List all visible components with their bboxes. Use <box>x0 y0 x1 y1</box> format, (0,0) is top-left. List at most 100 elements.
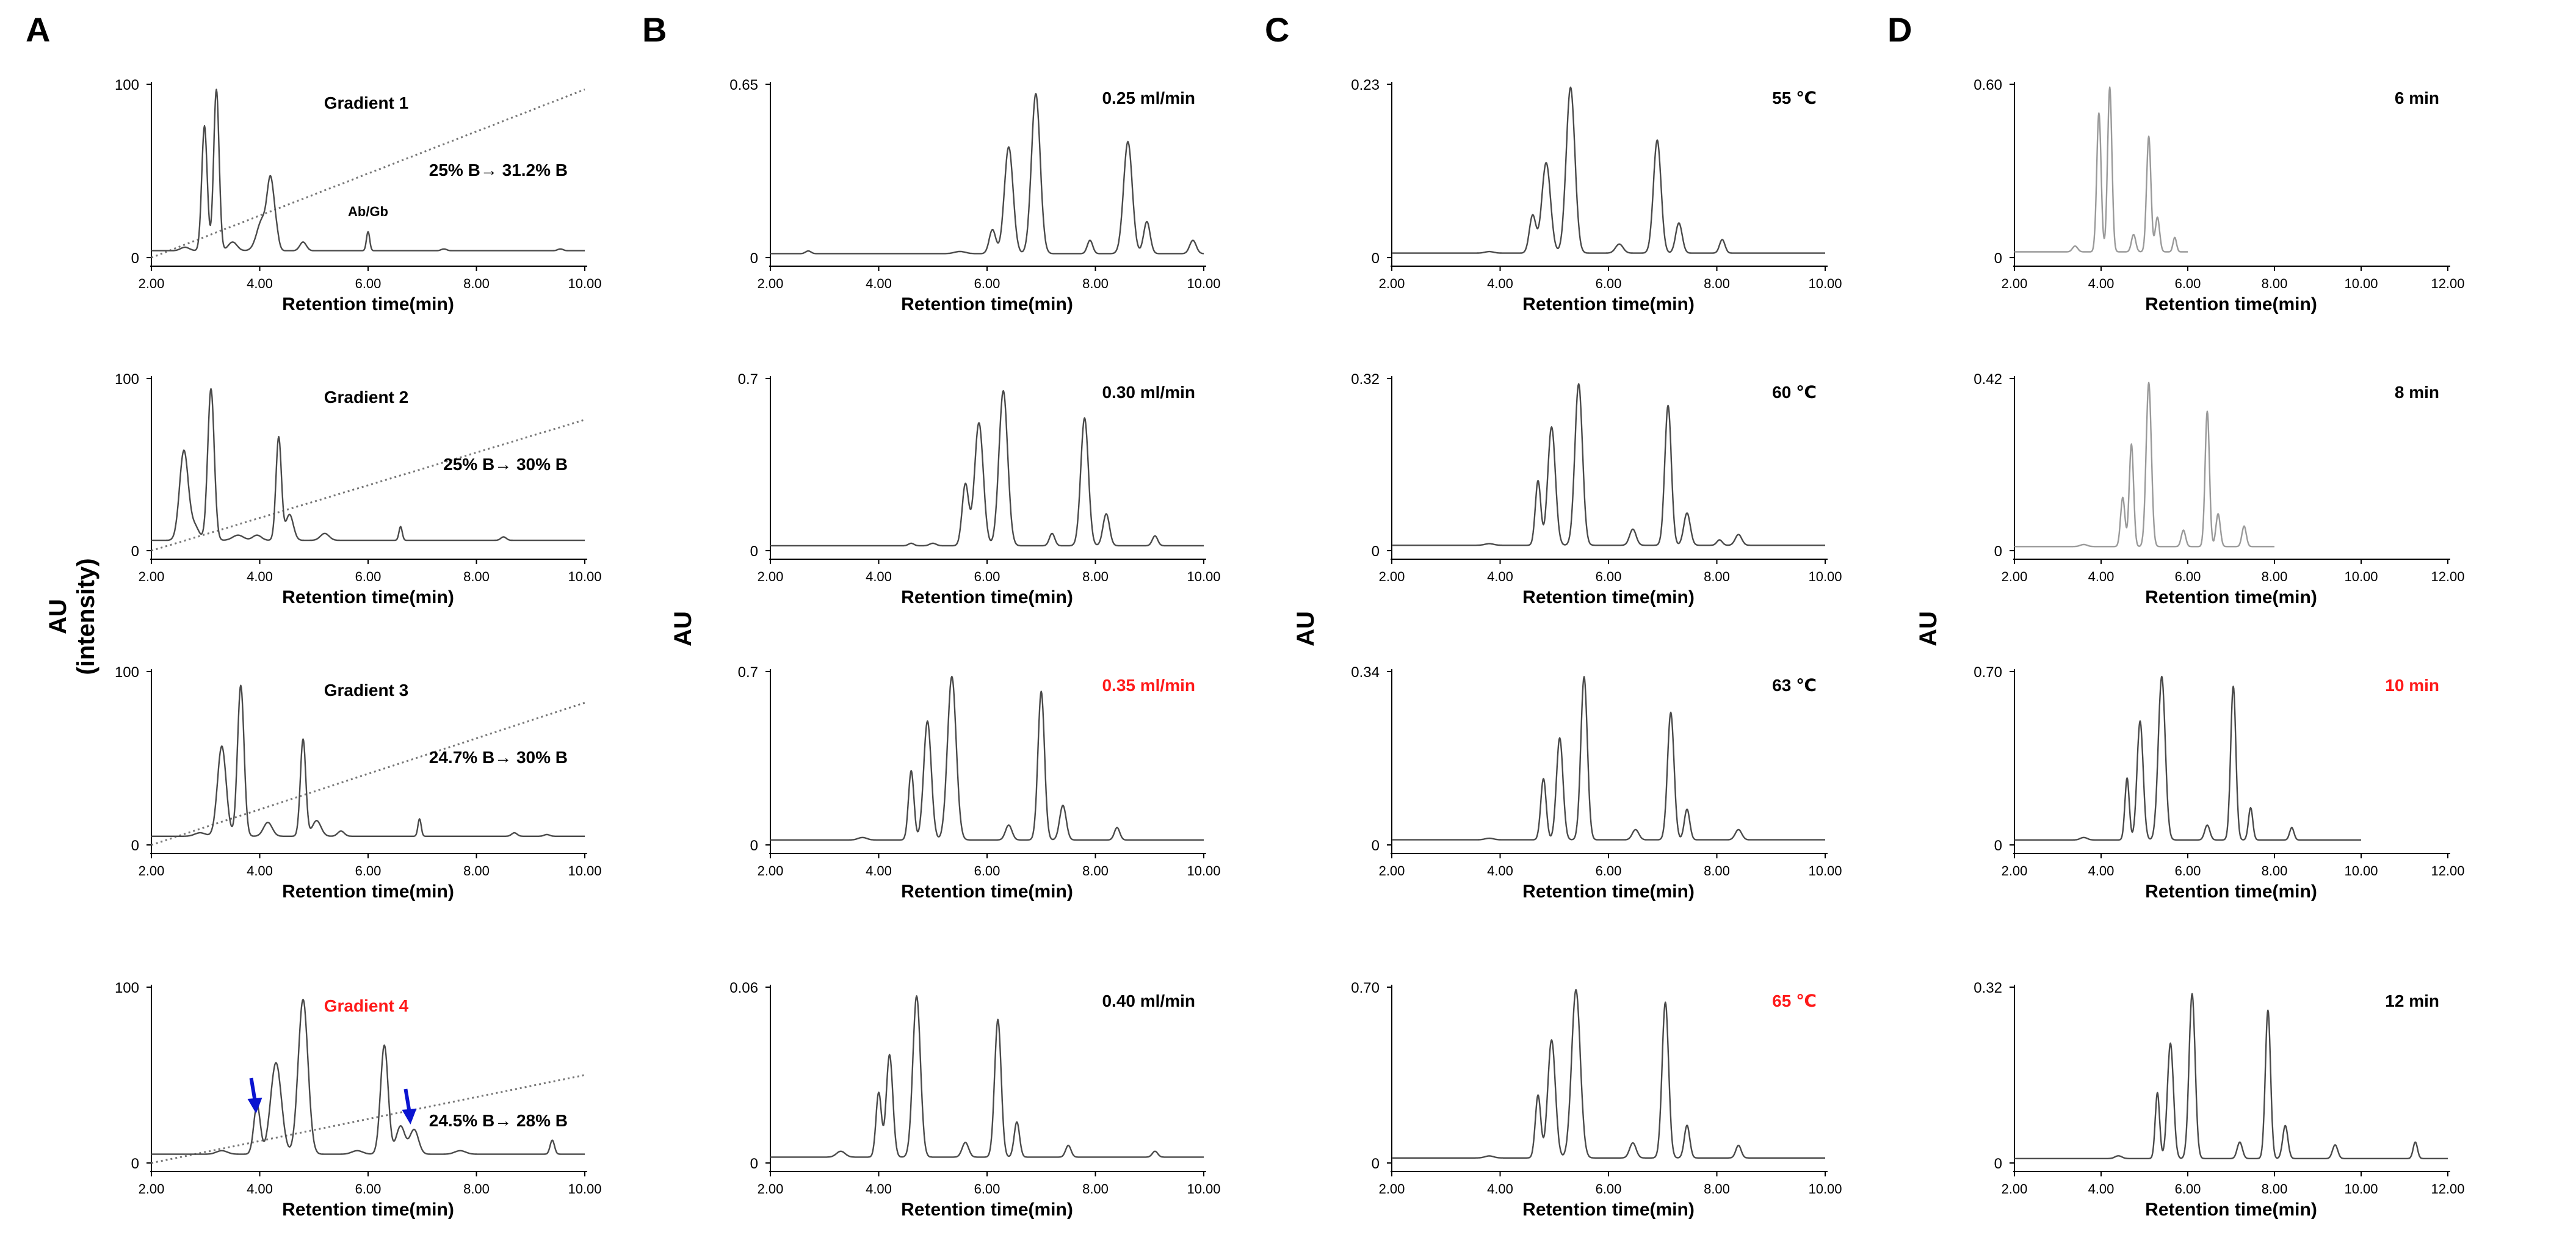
y-tick-label: 0 <box>1372 543 1380 560</box>
condition-label: 0.30 ml/min <box>1102 383 1195 402</box>
x-tick-label: 2.00 <box>139 276 165 291</box>
y-tick-label: 0 <box>1994 1156 2002 1172</box>
y-tick-label: 0.70 <box>1974 664 2002 681</box>
x-axis-title: Retention time(min) <box>282 882 454 902</box>
x-tick-label: 10.00 <box>1808 863 1842 878</box>
chart-c-2: 0 0.32 2.00 4.00 6.00 8.00 10.00 Retention time… <box>1351 371 1842 607</box>
condition-label: 60 ℃ <box>1772 383 1817 402</box>
x-axis-title: Retention time(min) <box>282 587 454 607</box>
x-tick-label: 2.00 <box>2002 1181 2028 1197</box>
y-axis-label-d: AU <box>1915 611 1942 647</box>
x-tick-label: 4.00 <box>1487 1181 1513 1197</box>
y-tick-label: 0 <box>750 1156 758 1172</box>
condition-label: 55 ℃ <box>1772 89 1817 107</box>
x-tick-label: 6.00 <box>355 863 382 878</box>
x-tick-label: 4.00 <box>2088 1181 2115 1197</box>
x-tick-label: 8.00 <box>2262 1181 2288 1197</box>
y-tick-label: 0.32 <box>1974 980 2002 996</box>
x-tick-label: 2.00 <box>1379 863 1405 878</box>
x-tick-label: 10.00 <box>1187 1181 1220 1197</box>
x-axis-title: Retention time(min) <box>901 587 1073 607</box>
x-tick-label: 2.00 <box>758 863 784 878</box>
chromatogram-trace <box>1391 86 1826 254</box>
x-tick-label: 8.00 <box>463 569 490 584</box>
panel-letter-c: C <box>1265 10 1289 49</box>
peak-label: Ab/Gb <box>348 204 388 219</box>
arrow-head <box>402 1108 417 1125</box>
x-tick-label: 6.00 <box>1596 863 1622 878</box>
panel-letter-b: B <box>642 10 667 49</box>
condition-label: 0.35 ml/min <box>1102 676 1195 695</box>
x-tick-label: 10.00 <box>2344 1181 2378 1197</box>
x-tick-label: 12.00 <box>2431 1181 2464 1197</box>
gradient-annotation: 24.5% B→ 28% B <box>429 1111 568 1130</box>
x-axis-title: Retention time(min) <box>282 294 454 314</box>
chromatogram-trace <box>2014 993 2448 1160</box>
chromatogram-trace <box>151 388 585 542</box>
y-tick-label: 100 <box>115 980 139 996</box>
x-tick-label: 6.00 <box>1596 569 1622 584</box>
chart-d-3: 0 0.70 2.00 4.00 6.00 8.00 10.00 12.00 Retention… <box>1974 664 2464 902</box>
x-tick-label: 2.00 <box>139 569 165 584</box>
x-tick-label: 2.00 <box>2002 569 2028 584</box>
x-tick-label: 8.00 <box>1082 569 1109 584</box>
x-tick-label: 2.00 <box>1379 569 1405 584</box>
chart-c-1: 0 0.23 2.00 4.00 6.00 8.00 10.00 Retention time… <box>1351 77 1842 314</box>
x-axis-title: Retention time(min) <box>1522 587 1695 607</box>
y-tick-label: 0.7 <box>738 664 758 681</box>
x-tick-label: 8.00 <box>1704 276 1730 291</box>
x-tick-label: 4.00 <box>1487 569 1513 584</box>
x-tick-label: 8.00 <box>1082 1181 1109 1197</box>
y-tick-label: 100 <box>115 371 139 388</box>
chromatogram-trace <box>151 998 585 1155</box>
y-tick-label: 100 <box>115 664 139 681</box>
x-axis-title: Retention time(min) <box>2145 882 2317 902</box>
x-tick-label: 6.00 <box>2175 863 2201 878</box>
x-tick-label: 8.00 <box>2262 276 2288 291</box>
x-tick-label: 10.00 <box>2344 569 2378 584</box>
y-tick-label: 0.06 <box>729 980 758 996</box>
y-tick-label: 0 <box>1994 250 2002 267</box>
x-tick-label: 6.00 <box>974 276 1000 291</box>
x-tick-label: 6.00 <box>974 1181 1000 1197</box>
x-tick-label: 2.00 <box>758 1181 784 1197</box>
condition-label: 10 min <box>2385 676 2439 695</box>
x-axis-title: Retention time(min) <box>1522 1200 1695 1220</box>
x-tick-label: 8.00 <box>463 863 490 878</box>
x-tick-label: 12.00 <box>2431 863 2464 878</box>
x-tick-label: 10.00 <box>568 863 601 878</box>
x-tick-label: 4.00 <box>1487 276 1513 291</box>
chart-b-2: 0 0.7 2.00 4.00 6.00 8.00 10.00 Retention time(… <box>738 371 1221 607</box>
chart-c-4: 0 0.70 2.00 4.00 6.00 8.00 10.00 Retention time… <box>1351 980 1842 1220</box>
x-axis-title: Retention time(min) <box>2145 294 2317 314</box>
x-tick-label: 6.00 <box>1596 1181 1622 1197</box>
x-tick-label: 4.00 <box>866 1181 892 1197</box>
y-tick-label: 0 <box>1994 838 2002 854</box>
chart-d-2: 0 0.42 2.00 4.00 6.00 8.00 10.00 12.00 Retention… <box>1974 371 2464 607</box>
condition-label: Gradient 3 <box>324 681 408 700</box>
x-tick-label: 4.00 <box>247 863 273 878</box>
condition-label: 6 min <box>2395 89 2439 107</box>
x-tick-label: 4.00 <box>2088 276 2115 291</box>
condition-label: 0.40 ml/min <box>1102 991 1195 1010</box>
x-tick-label: 6.00 <box>1596 276 1622 291</box>
y-axis-label-b: AU <box>670 611 696 647</box>
arrow-head <box>247 1097 262 1114</box>
x-axis-title: Retention time(min) <box>282 1200 454 1220</box>
condition-label: Gradient 1 <box>324 93 408 112</box>
chart-a-2: 0 100 2.00 4.00 6.00 8.00 10.00 Retention time(… <box>115 371 602 607</box>
x-axis-title: Retention time(min) <box>2145 1200 2317 1220</box>
chromatogram-trace <box>151 89 585 252</box>
chart-b-4: 0 0.06 2.00 4.00 6.00 8.00 10.00 Retention time… <box>729 980 1220 1220</box>
x-tick-label: 10.00 <box>568 276 601 291</box>
gradient-annotation: 24.7% B→ 30% B <box>429 748 568 767</box>
x-tick-label: 2.00 <box>2002 276 2028 291</box>
x-tick-label: 10.00 <box>2344 863 2378 878</box>
x-tick-label: 10.00 <box>1187 276 1220 291</box>
x-tick-label: 12.00 <box>2431 569 2464 584</box>
chart-a-1: 0 100 2.00 4.00 6.00 8.00 10.00 Retention time(… <box>115 77 602 314</box>
y-tick-label: 0 <box>131 250 139 267</box>
x-tick-label: 4.00 <box>2088 863 2115 878</box>
chart-d-1: 0 0.60 2.00 4.00 6.00 8.00 10.00 12.00 Retention… <box>1974 77 2464 314</box>
y-tick-label: 0 <box>131 838 139 854</box>
